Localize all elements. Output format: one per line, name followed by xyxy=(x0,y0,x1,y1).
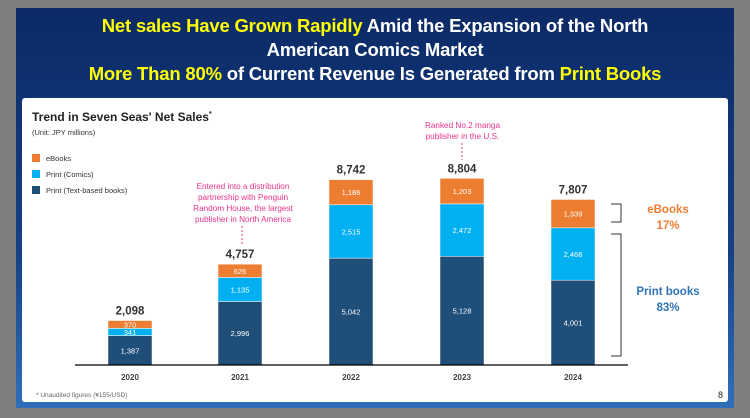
bar-value-label: 5,128 xyxy=(453,307,472,316)
bar-segment xyxy=(217,301,263,366)
x-tick-label: 2024 xyxy=(564,373,582,382)
bar-segment xyxy=(217,263,263,278)
bar-segment xyxy=(439,256,485,366)
legend-item-print-comics: Print (Comics) xyxy=(32,166,127,182)
bar-segment xyxy=(439,178,485,205)
bar-value-label: 1,203 xyxy=(453,187,472,196)
bracket-ebooks xyxy=(611,203,622,223)
legend-swatch-ebooks xyxy=(32,154,40,162)
bar-value-label: 1,135 xyxy=(231,285,250,294)
bracket-print xyxy=(611,233,622,357)
x-tick-label: 2021 xyxy=(231,373,249,382)
bar-value-label: 2,468 xyxy=(564,250,583,259)
share-ebooks-value: 17% xyxy=(656,220,680,232)
x-tick-label: 2023 xyxy=(453,373,471,382)
title-line3-mid: of Current Revenue Is Generated from xyxy=(221,63,560,84)
title-line1-rest: Amid the Expansion of the North xyxy=(362,15,649,36)
chart-title: Trend in Seven Seas' Net Sales* xyxy=(32,110,212,124)
bar-segment xyxy=(328,204,374,259)
title-highlight-growth: Net sales Have Grown Rapidly xyxy=(101,15,363,36)
bar-total-label: 8,804 xyxy=(448,163,477,175)
bar-value-label: 341 xyxy=(124,328,137,337)
annotation-ranked: Ranked No.2 manga publisher in the U.S. xyxy=(424,121,501,141)
title-highlight-80: More Than 80% xyxy=(88,63,222,84)
title-line2: American Comics Market xyxy=(266,39,484,60)
bar-segment xyxy=(550,279,596,366)
x-tick-label: 2020 xyxy=(121,373,139,382)
bar-total-label: 2,098 xyxy=(116,306,145,318)
legend-item-print-text: Print (Text-based books) xyxy=(32,182,127,198)
bar-value-label: 1,387 xyxy=(121,346,140,355)
slide-title: Net sales Have Grown Rapidly Amid the Ex… xyxy=(16,14,734,86)
legend-swatch-print-text xyxy=(32,186,40,194)
share-print-label: Print books xyxy=(636,286,700,298)
bar-value-label: 370 xyxy=(124,320,137,329)
legend-label: Print (Text-based books) xyxy=(46,185,128,195)
bar-value-label: 1,186 xyxy=(342,188,361,197)
bar-segment xyxy=(439,203,485,257)
footnote: * Unaudited figures (¥155/USD) xyxy=(36,392,128,399)
x-tick-label: 2022 xyxy=(342,373,360,382)
legend-item-ebooks: eBooks xyxy=(32,150,127,166)
share-ebooks-label: eBooks xyxy=(647,204,689,216)
share-print-value: 83% xyxy=(656,302,680,314)
bar-value-label: 4,001 xyxy=(564,319,583,328)
title-highlight-print: Print Books xyxy=(559,63,662,84)
bar-total-label: 7,807 xyxy=(559,184,588,196)
bar-segment xyxy=(550,227,596,281)
bar-value-label: 2,996 xyxy=(231,329,250,338)
legend-label: eBooks xyxy=(46,153,72,163)
share-print: Print books 83% xyxy=(620,284,716,316)
bar-segment xyxy=(217,277,263,302)
bar-total-label: 4,757 xyxy=(226,249,255,261)
chart-legend: eBooks Print (Comics) Print (Text-based … xyxy=(32,150,127,198)
bar-value-label: 5,042 xyxy=(342,308,361,317)
legend-swatch-print-comics xyxy=(32,170,40,178)
bar-segment xyxy=(107,335,153,366)
share-ebooks: eBooks 17% xyxy=(628,202,708,234)
page-number: 8 xyxy=(718,390,724,400)
bar-value-label: 2,472 xyxy=(453,226,472,235)
bar-value-label: 2,515 xyxy=(342,227,361,236)
bar-value-label: 1,339 xyxy=(564,210,583,219)
annotation-penguin: Entered into a distribution partnership … xyxy=(193,182,293,224)
legend-label: Print (Comics) xyxy=(46,169,94,179)
bar-value-label: 626 xyxy=(234,267,247,276)
bar-total-label: 8,742 xyxy=(337,165,366,177)
bar-segment xyxy=(328,179,374,206)
bar-segment xyxy=(550,199,596,229)
bar-segment xyxy=(107,320,153,329)
bar-segment xyxy=(328,257,374,366)
chart-unit: (Unit: JPY millions) xyxy=(32,128,96,137)
